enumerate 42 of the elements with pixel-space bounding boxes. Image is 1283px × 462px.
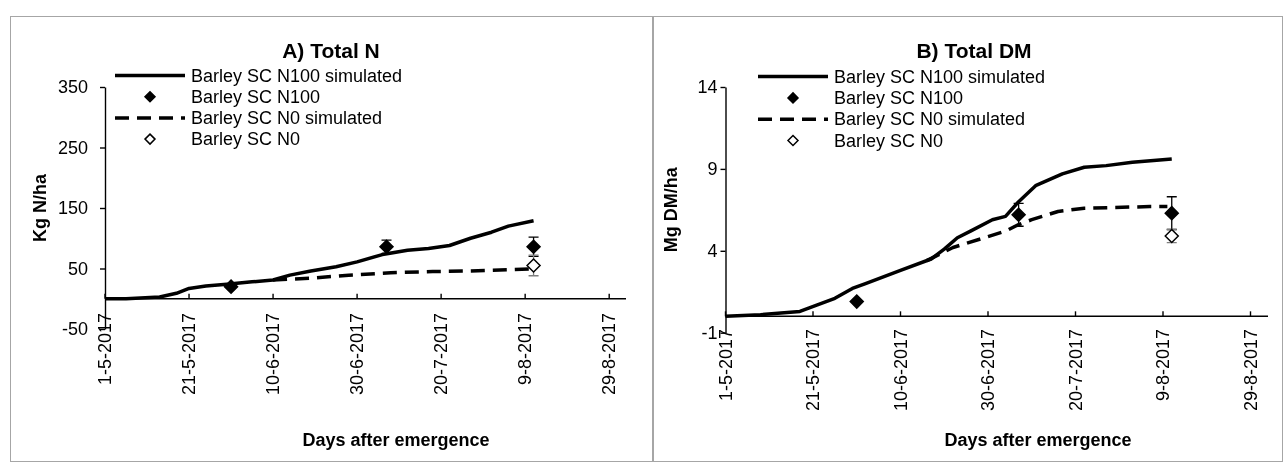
x-tick-label: 1-5-2017 [95,313,115,386]
legend-label: Barley SC N100 simulated [191,65,403,86]
y-tick-label: -50 [61,319,88,340]
y-axis-title: Kg N/ha [30,173,50,243]
y-tick-label: 50 [67,258,88,279]
legend-label: Barley SC N100 [834,87,964,108]
legend-label: Barley SC N100 simulated [834,66,1046,87]
y-axis-title: Mg DM/ha [661,166,681,253]
x-tick-label: 10-6-2017 [263,313,284,396]
y-tick-label: 4 [707,241,718,262]
x-tick-label: 29-8-2017 [599,313,620,396]
legend-label: Barley SC N0 simulated [191,107,383,128]
point [223,279,239,294]
x-tick-label: 20-7-2017 [1065,329,1086,412]
point [1011,207,1026,223]
x-tick-label: 29-8-2017 [1240,329,1261,412]
x-tick-label: 9-8-2017 [515,313,536,386]
y-tick-label: -1 [701,322,718,343]
x-tick-label: 10-6-2017 [890,329,911,412]
legend-label: Barley SC N0 [191,129,301,150]
x-tick-label: 30-6-2017 [978,329,998,412]
x-tick-label: 30-6-2017 [347,313,368,396]
y-tick-label: 150 [57,198,88,219]
point [1164,205,1179,221]
legend-label: Barley SC N0 simulated [834,109,1026,130]
y-tick-label: 350 [57,77,88,98]
legend-label: Barley SC N100 [191,86,321,107]
x-axis-title: Days after emergence [302,430,490,450]
chart-title: A) Total N [282,39,380,62]
y-tick-label: 9 [707,159,718,180]
x-tick-label: 21-5-2017 [179,313,200,396]
x-tick-label: 9-8-2017 [1153,329,1173,402]
y-tick-label: 250 [57,137,88,158]
chart-title: B) Total DM [916,39,1032,62]
point [526,239,541,254]
x-tick-label: 20-7-2017 [431,313,452,396]
x-tick-label: 21-5-2017 [803,329,823,412]
point [526,258,541,273]
point [849,294,864,309]
y-tick-label: 14 [697,77,718,98]
x-axis-title: Days after emergence [944,430,1132,450]
legend-label: Barley SC N0 [834,130,944,151]
